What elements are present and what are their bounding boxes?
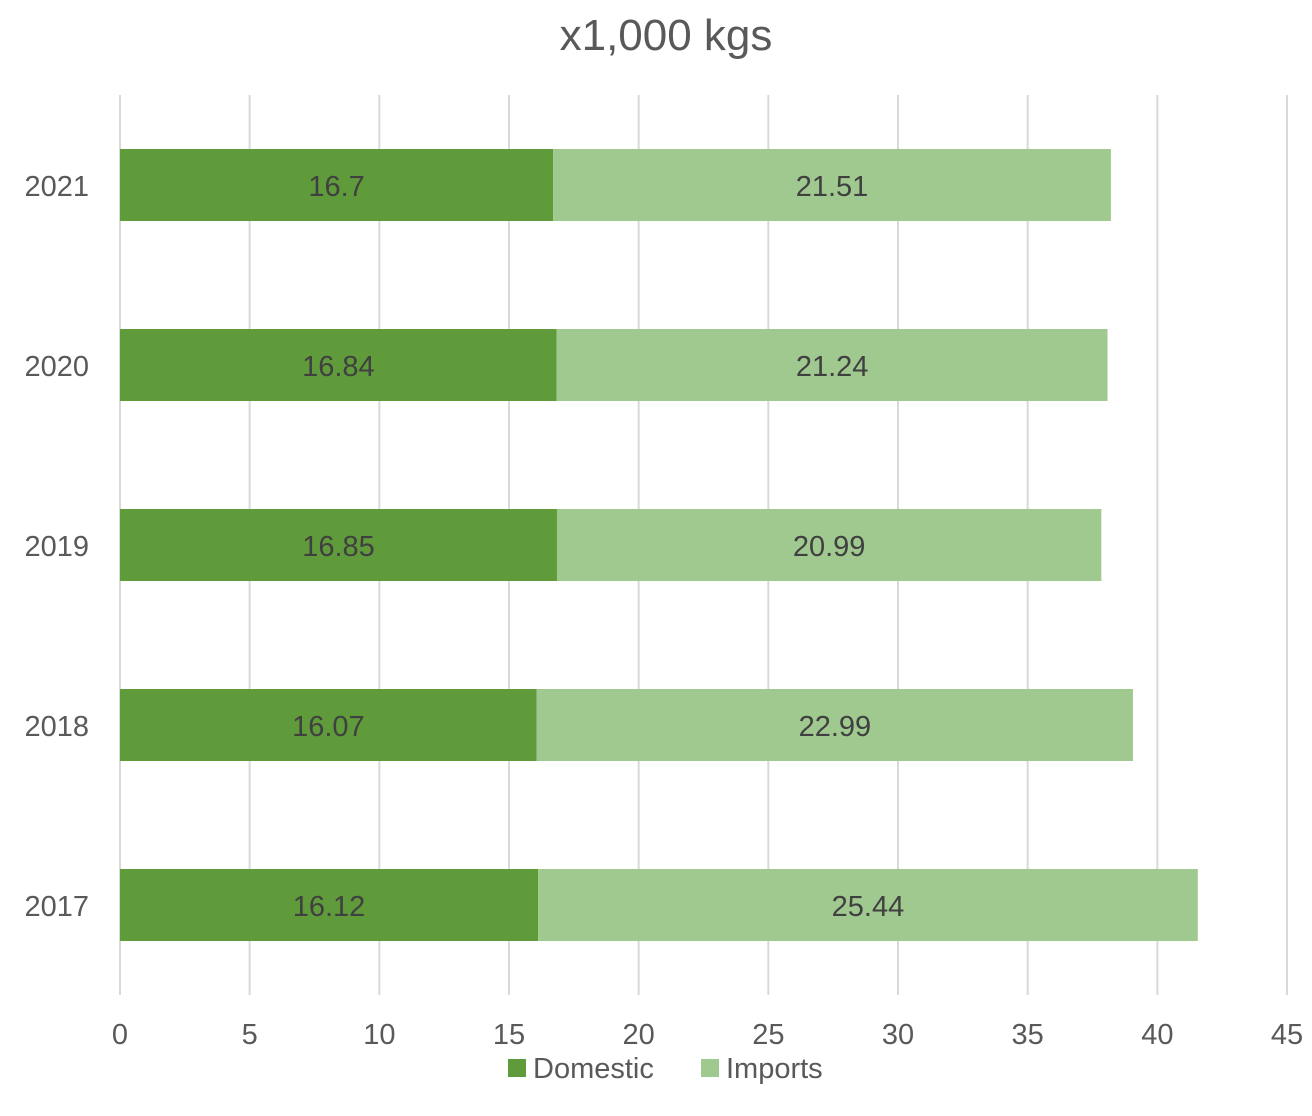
x-tick-label: 40 (1141, 1019, 1173, 1051)
bar-imports-2020 (556, 329, 1108, 401)
data-label-imports-2020: 21.24 (796, 351, 869, 383)
x-tick-label: 0 (112, 1019, 128, 1051)
data-label-domestic-2017: 16.12 (293, 891, 366, 923)
x-tick-label: 5 (242, 1019, 258, 1051)
legend: Domestic Imports (508, 1053, 823, 1085)
legend-swatch-imports (701, 1059, 719, 1077)
data-label-domestic-2021: 16.7 (308, 171, 364, 203)
legend-swatch-domestic (508, 1059, 526, 1077)
data-label-imports-2019: 20.99 (793, 531, 866, 563)
y-category-label: 2017 (24, 891, 89, 923)
x-axis-ticks: 0 5 10 15 20 25 30 35 40 45 (112, 1019, 1303, 1051)
legend-label-imports: Imports (726, 1053, 823, 1085)
data-label-imports-2018: 22.99 (799, 711, 872, 743)
data-labels: 16.7 21.51 16.84 21.24 16.85 20.99 16.07 22.99 1… (292, 171, 904, 923)
x-tick-label: 30 (882, 1019, 914, 1051)
x-tick-label: 45 (1271, 1019, 1303, 1051)
bar-domestic-2019 (120, 509, 557, 581)
data-label-imports-2021: 21.51 (796, 171, 869, 203)
legend-label-domestic: Domestic (533, 1053, 654, 1085)
bar-imports-2019 (556, 509, 1102, 581)
y-category-label: 2020 (24, 351, 89, 383)
x-tick-label: 20 (623, 1019, 655, 1051)
bar-domestic-2020 (120, 329, 557, 401)
bar-domestic-2018 (120, 689, 537, 761)
y-axis-categories: 2021 2020 2019 2018 2017 (24, 171, 89, 923)
bar-imports-2021 (553, 149, 1111, 221)
x-tick-label: 15 (493, 1019, 525, 1051)
y-category-label: 2019 (24, 531, 89, 563)
y-category-label: 2018 (24, 711, 89, 743)
x-tick-label: 10 (363, 1019, 395, 1051)
bar-domestic-2021 (120, 149, 554, 221)
chart-title: x1,000 kgs (560, 11, 773, 60)
x-tick-label: 35 (1012, 1019, 1044, 1051)
data-label-imports-2017: 25.44 (832, 891, 905, 923)
bar-domestic-2017 (120, 869, 539, 941)
data-label-domestic-2019: 16.85 (302, 531, 375, 563)
y-category-label: 2021 (24, 171, 89, 203)
bar-imports-2018 (536, 689, 1133, 761)
data-label-domestic-2020: 16.84 (302, 351, 375, 383)
x-tick-label: 25 (752, 1019, 784, 1051)
data-label-domestic-2018: 16.07 (292, 711, 365, 743)
bars (120, 149, 1198, 941)
bar-imports-2017 (538, 869, 1198, 941)
